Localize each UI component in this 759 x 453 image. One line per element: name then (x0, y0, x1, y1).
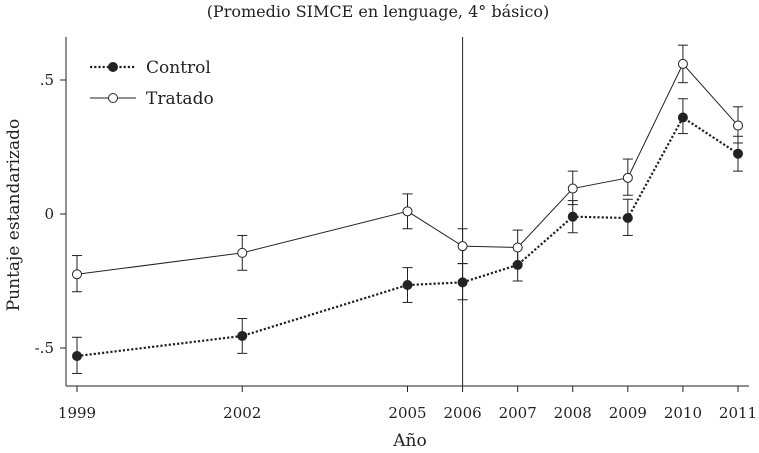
data-point (622, 172, 633, 183)
series-control (72, 98, 743, 374)
legend-item-tratado: Tratado (90, 89, 214, 109)
legend-marker (108, 93, 118, 103)
data-point (733, 148, 743, 159)
chart-subtitle: (Promedio SIMCE en lenguage, 4° básico) (207, 2, 550, 21)
x-tick-label: 2005 (388, 404, 426, 422)
series-line (76, 115, 739, 358)
data-point (567, 211, 578, 222)
x-ticks: 1999 2002 2005 2006 2007 2008 2009 2010 2011 (58, 386, 757, 422)
x-tick-label: 2008 (554, 404, 592, 422)
data-point (622, 213, 633, 224)
data-point (237, 247, 248, 258)
data-point (402, 206, 413, 217)
data-point (72, 351, 82, 362)
legend: Control Tratado (90, 58, 214, 109)
x-tick-label: 2009 (609, 404, 647, 422)
data-point (72, 269, 82, 280)
legend-label: Control (146, 58, 211, 78)
x-tick-label: 2006 (443, 404, 481, 422)
y-ticks: -.5 0 .5 (35, 71, 66, 357)
data-point (733, 120, 743, 131)
legend-item-control: Control (90, 58, 211, 78)
x-tick-label: 2007 (499, 404, 537, 422)
y-axis-label: Puntaje estandarizado (4, 119, 24, 312)
data-point (567, 183, 578, 194)
y-tick-label: -.5 (35, 339, 54, 357)
data-point (512, 242, 523, 253)
data-point (457, 241, 468, 252)
series-tratado (72, 44, 743, 293)
x-axis-label: Año (392, 431, 426, 451)
data-point (237, 330, 248, 341)
y-tick-label: .5 (40, 71, 54, 89)
data-point (457, 277, 468, 288)
x-tick-label: 2002 (223, 404, 261, 422)
data-point (677, 58, 688, 69)
x-tick-label: 2011 (719, 404, 757, 422)
series-layer (72, 44, 743, 374)
data-point (677, 112, 688, 123)
legend-label: Tratado (146, 89, 214, 109)
y-tick-label: 0 (44, 205, 54, 223)
data-point (402, 280, 413, 291)
legend-marker (108, 62, 118, 72)
x-tick-label: 2010 (664, 404, 702, 422)
x-tick-label: 1999 (58, 404, 96, 422)
